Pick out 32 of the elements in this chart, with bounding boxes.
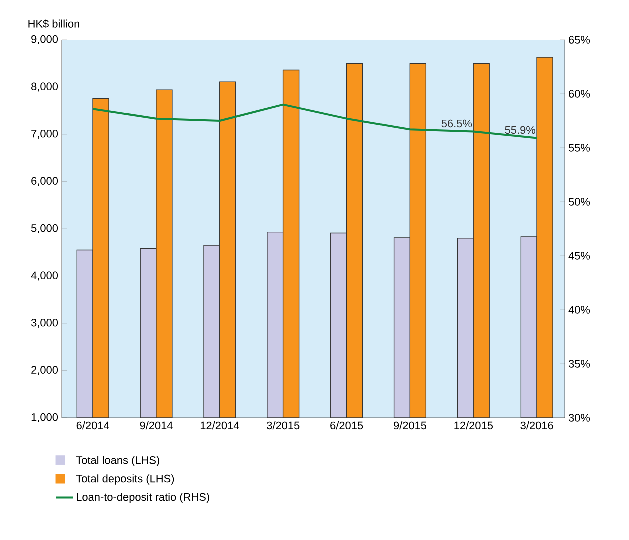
x-tick-label: 6/2014 (76, 422, 110, 430)
y-tick-label: 5,000 (31, 224, 58, 234)
y-tick-label: 3,000 (31, 318, 58, 328)
line-series (92, 104, 538, 140)
y2-tick-label: 60% (569, 90, 590, 98)
x-tick-label: 3/2015 (267, 422, 300, 430)
y-tick-label: 9,000 (32, 35, 58, 45)
y-tick-label: 2,000 (32, 366, 58, 376)
y-tick-label: 1,000 (32, 413, 58, 423)
y2-tick-label: 50% (568, 198, 590, 206)
x-tick-label: 12/2014 (200, 422, 240, 430)
y-tick-label: 4,000 (31, 272, 58, 281)
x-tick-label: 6/2015 (330, 422, 364, 430)
y-tick-label: 8,000 (32, 82, 58, 92)
data-label: 55.9% (505, 126, 536, 134)
y-tick-label: 7,000 (32, 130, 58, 140)
legend-label: Loan-to-deposit ratio (RHS) (77, 493, 210, 504)
y2-tick-label: 45% (568, 252, 590, 260)
x-tick-label: 12/2015 (454, 422, 493, 430)
y-axis-title: HK$ billion (28, 20, 80, 28)
y2-tick-label: 30% (568, 414, 590, 422)
y-tick-label: 6,000 (32, 177, 58, 186)
y2-tick-label: 65% (569, 36, 590, 44)
y2-tick-label: 55% (568, 144, 590, 152)
x-tick-label: 9/2015 (394, 422, 427, 430)
data-label: 56.5% (442, 120, 472, 128)
legend-label: Total deposits (LHS) (76, 474, 174, 485)
x-tick-label: 3/2016 (520, 422, 554, 430)
legend-label: Total loans (LHS) (76, 456, 160, 466)
y2-tick-label: 40% (568, 306, 590, 314)
x-tick-label: 9/2014 (140, 422, 173, 430)
y2-tick-label: 35% (568, 360, 590, 368)
